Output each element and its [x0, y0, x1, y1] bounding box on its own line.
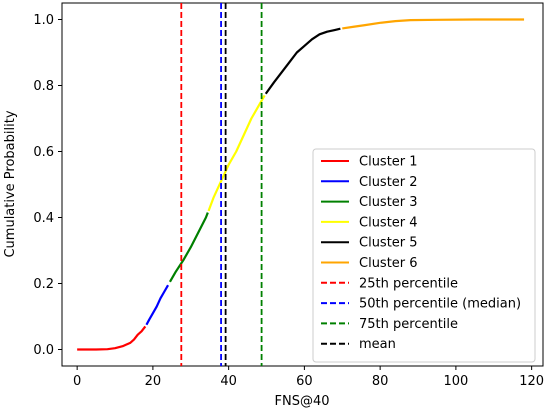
legend-label-cluster-6: Cluster 6: [359, 256, 418, 271]
x-axis: 0 20 40 60 80 100 120: [73, 366, 544, 389]
legend-label-cluster-5: Cluster 5: [359, 236, 418, 251]
legend: Cluster 1 Cluster 2 Cluster 3 Cluster 4 Clus…: [312, 148, 536, 363]
x-tick-label: 120: [519, 374, 544, 389]
legend-box: [312, 148, 536, 363]
plot-marks: [77, 3, 525, 366]
y-tick-label: 0.2: [33, 277, 54, 292]
legend-label-cluster-3: Cluster 3: [359, 195, 418, 210]
x-tick-label: 40: [220, 374, 237, 389]
y-tick-label: 0.6: [33, 145, 54, 160]
x-tick-label: 100: [443, 374, 468, 389]
x-tick-label: 20: [145, 374, 162, 389]
series-line-cluster-5: [264, 27, 341, 95]
plot-frame: [61, 2, 544, 367]
series-line-cluster-1: [77, 325, 147, 351]
legend-label-25th-percentile: 25th percentile: [359, 276, 458, 291]
x-tick-label: 80: [372, 374, 389, 389]
legend-label-mean: mean: [359, 337, 396, 352]
y-tick-label: 1.0: [33, 13, 54, 28]
legend-label-50th-percentile-median: 50th percentile (median): [359, 297, 521, 312]
series-line-cluster-4: [207, 94, 266, 212]
y-tick-label: 0.4: [33, 211, 54, 226]
x-axis-label: FNS@40: [275, 394, 330, 409]
y-axis: 0.0 0.2 0.4 0.6 0.8 1.0: [33, 13, 62, 358]
y-tick-label: 0.0: [33, 343, 54, 358]
y-axis-label: Cumulative Probability: [3, 110, 18, 257]
x-tick-label: 60: [296, 374, 313, 389]
legend-label-cluster-4: Cluster 4: [359, 215, 418, 230]
y-tick-label: 0.8: [33, 79, 54, 94]
series-line-cluster-2: [145, 284, 170, 326]
series-line-cluster-6: [342, 18, 525, 30]
legend-label-75th-percentile: 75th percentile: [359, 317, 458, 332]
series-line-cluster-3: [168, 212, 209, 283]
x-tick-label: 0: [73, 374, 81, 389]
legend-label-cluster-2: Cluster 2: [359, 175, 418, 190]
legend-label-cluster-1: Cluster 1: [359, 155, 418, 170]
